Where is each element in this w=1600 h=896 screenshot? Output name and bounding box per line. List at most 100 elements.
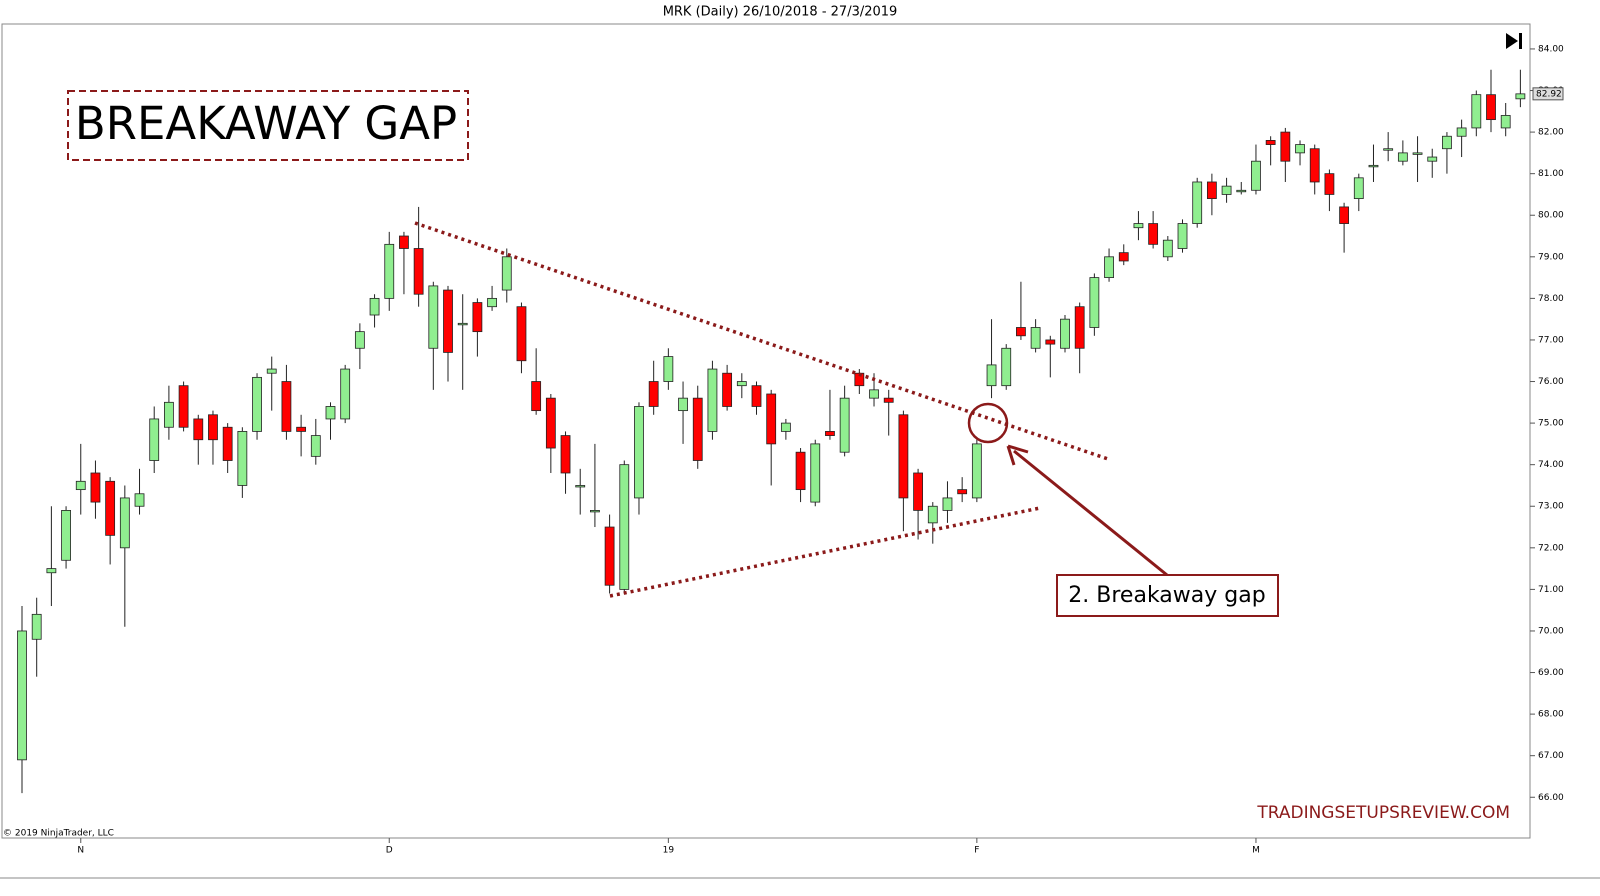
candle-body (75, 480, 86, 491)
copyright: © 2019 NinjaTrader, LLC (3, 829, 114, 839)
y-tick-label: 70.00 (1538, 626, 1564, 636)
candle-body (1265, 140, 1276, 145)
candle-body (839, 397, 850, 453)
candle-body (428, 285, 439, 349)
candle-body (1104, 256, 1114, 278)
candle-body (1177, 223, 1188, 249)
candle-body (1280, 131, 1291, 162)
candle-body (1383, 148, 1394, 151)
candle-body (354, 331, 365, 349)
candle-body (1060, 318, 1070, 349)
y-tick-label: 76.00 (1538, 377, 1564, 387)
y-tick-label: 82.00 (1538, 128, 1564, 138)
candle-body (1192, 181, 1203, 224)
candle-body (281, 381, 292, 432)
candle-body (913, 472, 923, 511)
gap-circle (967, 402, 1009, 444)
y-tick-label: 72.00 (1538, 543, 1564, 553)
candle-body (678, 397, 688, 412)
candle-body (942, 497, 953, 511)
candle-body (663, 356, 674, 382)
candle-body (208, 414, 218, 441)
y-tick-label: 74.00 (1538, 460, 1564, 470)
candle-body (119, 497, 130, 549)
candle-body (869, 389, 879, 399)
candle-body (31, 613, 42, 640)
candle-body (707, 368, 718, 432)
candle-body (590, 510, 600, 513)
candle-body (1162, 239, 1173, 258)
scroll-end-bar[interactable] (1519, 33, 1522, 49)
candle-body (1368, 164, 1379, 168)
x-tick-label: N (77, 846, 84, 856)
candle-body (736, 381, 747, 387)
y-tick-label: 68.00 (1538, 710, 1564, 720)
candle-body (443, 289, 453, 353)
candle-body (472, 302, 483, 333)
candle-body (325, 406, 336, 420)
y-tick-label: 81.00 (1538, 169, 1564, 179)
callout-arrow (1013, 449, 1168, 577)
candle-body (722, 372, 733, 407)
candle-body (1324, 173, 1335, 195)
candle-body (810, 443, 821, 503)
upper-trendline (414, 221, 1109, 461)
candle-body (1309, 148, 1320, 183)
candles (17, 69, 1526, 794)
candle-body (1397, 152, 1408, 162)
callout-text: 2. Breakaway gap (1068, 583, 1265, 608)
candle-body (163, 401, 174, 428)
candle-body (634, 406, 644, 499)
y-tick-label: 78.00 (1538, 294, 1564, 304)
candle-body (1001, 347, 1012, 387)
candle-body (1030, 327, 1041, 349)
candle-body (193, 418, 204, 441)
candle-body (1486, 94, 1496, 121)
candle-body (780, 422, 791, 432)
candle-body (1456, 127, 1467, 137)
candle-body (61, 510, 71, 561)
candle-body (971, 443, 982, 499)
candle-body (1016, 327, 1026, 337)
candle-body (986, 364, 997, 387)
candle-body (222, 426, 233, 461)
y-tick-label: 75.00 (1538, 419, 1564, 429)
last-price-box (1532, 87, 1564, 101)
lower-trendline (609, 506, 1041, 598)
candle-body (252, 376, 262, 432)
candle-body (560, 435, 571, 474)
candle-body (296, 426, 307, 432)
candle-body (1236, 189, 1247, 193)
candle-body (266, 368, 277, 374)
x-tick-label: 19 (663, 846, 675, 856)
candle-body (1206, 181, 1217, 200)
candle-body (531, 381, 542, 412)
candle-body (1045, 339, 1056, 345)
candle-body (1339, 206, 1349, 224)
heading-box (67, 90, 469, 161)
y-tick-label: 80.00 (1538, 211, 1564, 221)
y-tick-label: 77.00 (1538, 335, 1564, 345)
candle-body (545, 397, 556, 449)
candle-body (516, 306, 527, 362)
y-tick-label: 66.00 (1538, 793, 1564, 803)
candle-body (105, 480, 116, 536)
candle-body (340, 368, 351, 420)
candle-body (1074, 306, 1085, 349)
candle-body (692, 397, 703, 461)
candle-body (1515, 93, 1526, 100)
candle-body (795, 451, 806, 491)
candle-body (399, 235, 409, 249)
candle-body (604, 526, 615, 586)
candle-body (134, 493, 145, 507)
candle-body (413, 248, 424, 295)
candle-body (1148, 223, 1159, 245)
candle-body (1251, 160, 1261, 191)
scroll-end-icon[interactable] (1506, 33, 1518, 49)
candle-body (501, 256, 512, 291)
candle-body (751, 385, 762, 407)
y-tick-label: 67.00 (1538, 751, 1564, 761)
candle-body (487, 297, 497, 308)
candle-body (237, 431, 248, 486)
candle-body (1471, 94, 1482, 129)
